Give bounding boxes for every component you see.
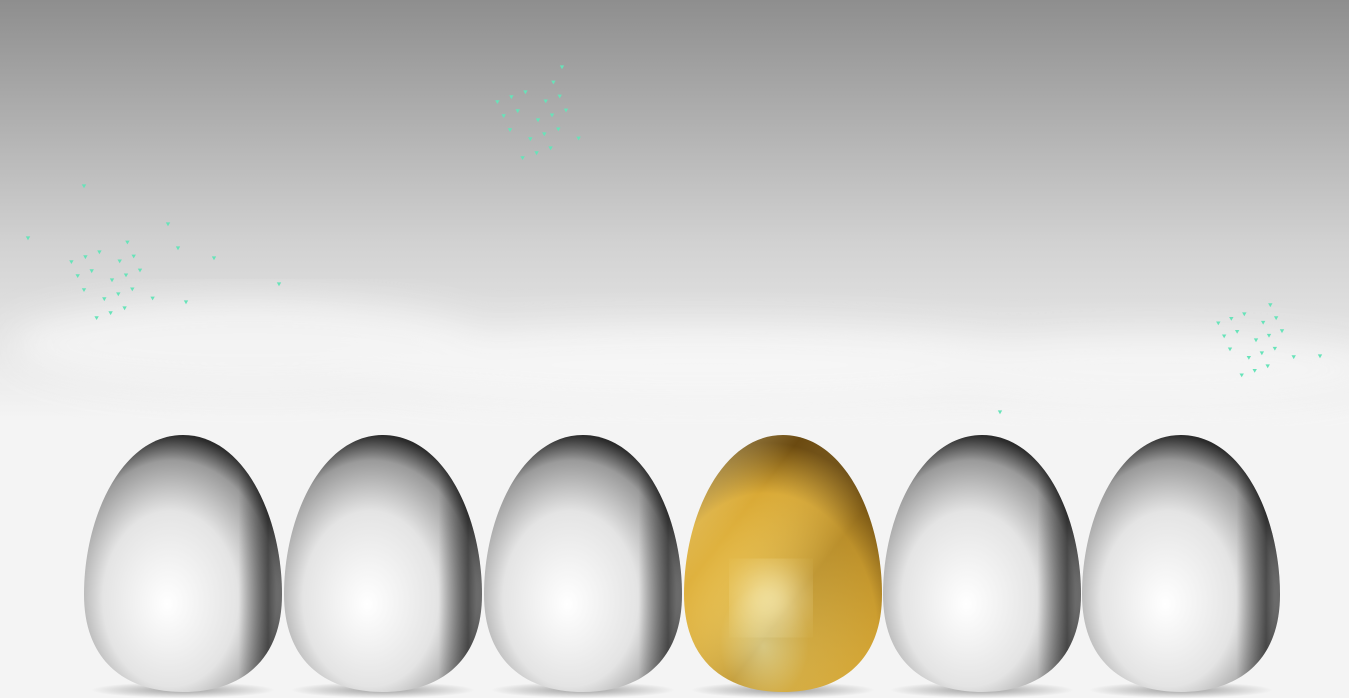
- egg-sheen: [883, 435, 1081, 692]
- accent-dot: [557, 94, 562, 99]
- accent-dot: [109, 278, 115, 283]
- accent-dot: [183, 300, 189, 305]
- accent-dot: [551, 80, 556, 85]
- accent-dot: [997, 410, 1003, 415]
- accent-dot: [1227, 347, 1233, 352]
- accent-dot: [89, 269, 94, 274]
- accent-dot: [535, 118, 541, 123]
- accent-dot: [1259, 351, 1265, 356]
- accent-dot: [542, 132, 547, 137]
- accent-dot: [549, 113, 555, 118]
- accent-dot: [1221, 334, 1227, 339]
- accent-dot: [1268, 303, 1273, 308]
- accent-dot: [548, 146, 553, 151]
- accent-dot: [1253, 338, 1259, 343]
- accent-dot: [509, 95, 514, 100]
- accent-dot: [211, 256, 217, 261]
- accent-dot: [1260, 320, 1266, 325]
- white-egg-3: [484, 435, 682, 698]
- accent-dot: [1242, 312, 1247, 317]
- accent-dot: [559, 65, 565, 70]
- accent-dot: [1317, 354, 1323, 359]
- accent-dot: [1291, 355, 1296, 360]
- accent-dot: [81, 184, 87, 189]
- accent-dot: [576, 136, 581, 141]
- accent-dot: [116, 292, 121, 297]
- accent-dot: [97, 250, 102, 255]
- accent-dot: [1272, 346, 1278, 351]
- white-egg-2: [284, 435, 482, 698]
- accent-dot: [81, 288, 87, 292]
- golden-egg: [684, 435, 882, 698]
- egg-row: [84, 435, 1280, 698]
- accent-dot: [556, 127, 561, 132]
- accent-dot: [1246, 355, 1252, 360]
- accent-dot: [543, 99, 548, 104]
- accent-dot: [1279, 329, 1285, 334]
- accent-dot: [25, 236, 31, 241]
- accent-dot: [1234, 329, 1240, 334]
- accent-dot: [131, 254, 136, 259]
- accent-dot: [1266, 333, 1272, 338]
- accent-dot: [276, 282, 282, 287]
- accent-dot: [150, 296, 155, 301]
- white-egg-1: [84, 435, 282, 698]
- decorative-dot-clusters: [25, 65, 1323, 543]
- egg-sheen: [284, 435, 482, 692]
- accent-dot: [563, 108, 569, 113]
- egg-sheen: [84, 435, 282, 692]
- accent-dot: [515, 109, 520, 114]
- accent-dot: [495, 100, 500, 104]
- accent-dot: [122, 306, 127, 311]
- haze-band: [10, 300, 1349, 405]
- egg-sheen: [484, 435, 682, 692]
- accent-dot: [520, 156, 525, 160]
- accent-dot: [130, 287, 135, 292]
- gold-highlight: [741, 570, 801, 626]
- accent-dot: [75, 274, 80, 278]
- accent-dot: [175, 246, 181, 251]
- accent-dot: [108, 311, 113, 316]
- white-egg-5: [1082, 435, 1280, 698]
- accent-dot: [123, 273, 129, 278]
- accent-dot: [507, 128, 513, 132]
- accent-dot: [1229, 316, 1234, 321]
- accent-dot: [102, 297, 107, 302]
- accent-dot: [1216, 321, 1221, 326]
- accent-dot: [1252, 368, 1257, 373]
- egg-sheen: [1082, 435, 1280, 692]
- white-egg-4: [883, 435, 1081, 698]
- accent-dot: [523, 90, 528, 95]
- accent-dot: [137, 268, 143, 273]
- accent-dot: [534, 151, 539, 156]
- accent-dot: [1265, 364, 1270, 369]
- accent-dot: [94, 316, 99, 320]
- accent-dot: [1273, 316, 1279, 321]
- accent-dot: [165, 222, 171, 227]
- accent-dot: [117, 259, 122, 264]
- accent-dot: [501, 114, 506, 118]
- egg-sheen: [684, 435, 882, 692]
- accent-dot: [69, 260, 74, 264]
- accent-dot: [83, 255, 88, 260]
- accent-dot: [1239, 373, 1244, 378]
- accent-dot: [528, 137, 533, 142]
- accent-dot: [125, 240, 130, 245]
